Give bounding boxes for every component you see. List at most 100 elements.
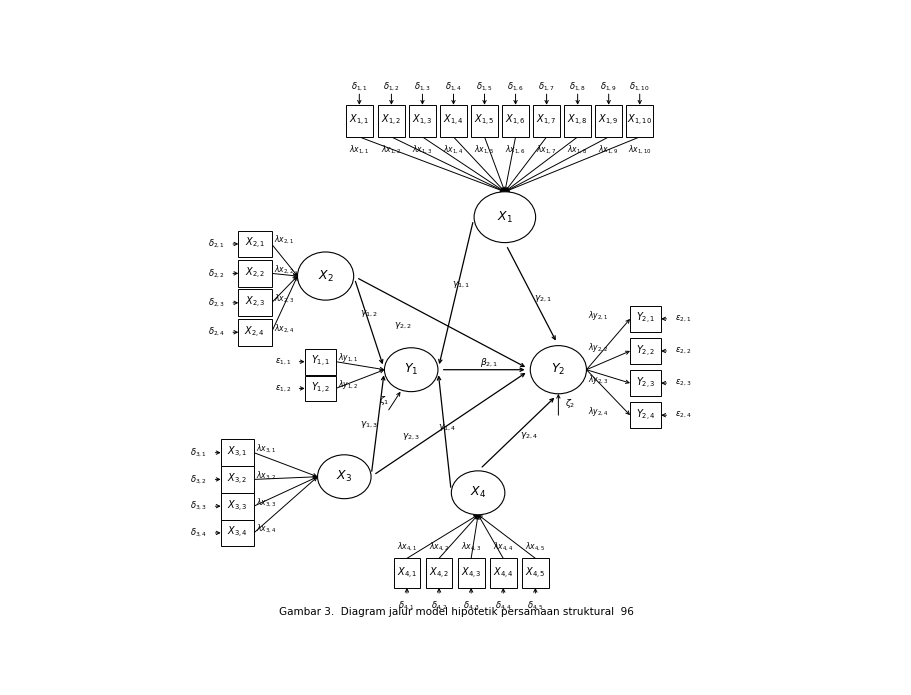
- Text: $Y_{2,2}$: $Y_{2,2}$: [635, 343, 655, 359]
- Text: $X_{4,2}$: $X_{4,2}$: [428, 566, 449, 580]
- Bar: [630, 370, 660, 396]
- Text: $Y_{2,4}$: $Y_{2,4}$: [635, 408, 655, 423]
- Text: $\zeta_2$: $\zeta_2$: [564, 397, 575, 410]
- Bar: [220, 493, 253, 520]
- Bar: [304, 375, 335, 401]
- Ellipse shape: [451, 471, 505, 515]
- Bar: [502, 105, 528, 137]
- Text: $X_3$: $X_3$: [336, 469, 352, 484]
- Text: $\lambda x_{1,8}$: $\lambda x_{1,8}$: [567, 143, 588, 156]
- Text: $X_{4,3}$: $X_{4,3}$: [460, 566, 481, 580]
- Text: $X_{1,8}$: $X_{1,8}$: [567, 113, 588, 129]
- Text: $\gamma_{1,4}$: $\gamma_{1,4}$: [437, 422, 456, 432]
- Text: $X_{2,3}$: $X_{2,3}$: [244, 295, 265, 311]
- Text: $\gamma_{1,1}$: $\gamma_{1,1}$: [452, 279, 470, 290]
- Text: $\lambda x_{2,4}$: $\lambda x_{2,4}$: [273, 322, 294, 334]
- Bar: [425, 558, 452, 588]
- Bar: [630, 402, 660, 428]
- Text: $\delta_{2,3}$: $\delta_{2,3}$: [208, 297, 225, 309]
- Text: $\lambda x_{1,9}$: $\lambda x_{1,9}$: [598, 143, 619, 156]
- Text: $\delta_{1,10}$: $\delta_{1,10}$: [629, 81, 650, 93]
- Text: $Y_1$: $Y_1$: [404, 362, 418, 377]
- Bar: [304, 349, 335, 375]
- Text: $X_2$: $X_2$: [317, 268, 333, 284]
- Text: $X_{1,7}$: $X_{1,7}$: [536, 113, 557, 129]
- Bar: [394, 558, 420, 588]
- Text: $\lambda x_{1,6}$: $\lambda x_{1,6}$: [505, 143, 526, 156]
- Text: $\delta_{4,1}$: $\delta_{4,1}$: [398, 600, 415, 612]
- Text: $\lambda y_{1,1}$: $\lambda y_{1,1}$: [337, 352, 358, 364]
- Bar: [489, 558, 516, 588]
- Ellipse shape: [384, 348, 437, 392]
- Text: $Y_{1,2}$: $Y_{1,2}$: [311, 381, 330, 396]
- Text: $X_{1,3}$: $X_{1,3}$: [412, 113, 433, 129]
- Text: $X_{2,2}$: $X_{2,2}$: [244, 265, 265, 281]
- Text: $X_{3,2}$: $X_{3,2}$: [227, 472, 247, 487]
- Bar: [471, 105, 497, 137]
- Text: $Y_{2,1}$: $Y_{2,1}$: [635, 311, 655, 327]
- Text: $X_{1,1}$: $X_{1,1}$: [349, 113, 369, 129]
- Bar: [440, 105, 466, 137]
- Text: $\varepsilon_{2,2}$: $\varepsilon_{2,2}$: [674, 346, 691, 356]
- Text: $\lambda x_{1,10}$: $\lambda x_{1,10}$: [627, 143, 651, 156]
- Text: $X_{1,4}$: $X_{1,4}$: [443, 113, 464, 129]
- Text: $Y_2$: $Y_2$: [550, 362, 565, 377]
- Text: $\lambda x_{1,7}$: $\lambda x_{1,7}$: [536, 143, 557, 156]
- Text: $X_1$: $X_1$: [496, 210, 512, 224]
- Text: $\varepsilon_{1,2}$: $\varepsilon_{1,2}$: [274, 384, 291, 393]
- Text: $\delta_{3,1}$: $\delta_{3,1}$: [190, 446, 207, 459]
- Text: $\delta_{3,2}$: $\delta_{3,2}$: [190, 473, 207, 486]
- Ellipse shape: [474, 192, 535, 243]
- Text: $\delta_{4,4}$: $\delta_{4,4}$: [494, 600, 511, 612]
- Text: $Y_{1,1}$: $Y_{1,1}$: [310, 354, 330, 369]
- Bar: [220, 520, 253, 546]
- Text: $\delta_{2,4}$: $\delta_{2,4}$: [208, 326, 225, 338]
- Text: $X_{2,4}$: $X_{2,4}$: [244, 325, 265, 340]
- Text: $\delta_{3,4}$: $\delta_{3,4}$: [189, 527, 207, 539]
- Text: $\gamma_{1,3}$: $\gamma_{1,3}$: [360, 419, 378, 430]
- Text: $\gamma_{2,2}$: $\gamma_{2,2}$: [394, 320, 411, 331]
- Text: $X_{3,3}$: $X_{3,3}$: [227, 498, 248, 514]
- Text: $\varepsilon_{2,1}$: $\varepsilon_{2,1}$: [674, 313, 691, 324]
- Text: $Y_{2,3}$: $Y_{2,3}$: [635, 375, 655, 391]
- Text: $\lambda x_{4,1}$: $\lambda x_{4,1}$: [396, 541, 416, 553]
- Text: $\lambda y_{2,2}$: $\lambda y_{2,2}$: [588, 341, 608, 354]
- Text: $\lambda x_{2,2}$: $\lambda x_{2,2}$: [273, 263, 293, 276]
- Text: $\gamma_{2,4}$: $\gamma_{2,4}$: [519, 430, 537, 441]
- Text: $X_{4,1}$: $X_{4,1}$: [396, 566, 416, 580]
- Text: $\delta_{1,9}$: $\delta_{1,9}$: [599, 81, 617, 93]
- Text: $\lambda x_{1,2}$: $\lambda x_{1,2}$: [381, 143, 401, 156]
- Text: $\beta_{2,1}$: $\beta_{2,1}$: [480, 357, 498, 370]
- Bar: [378, 105, 404, 137]
- Bar: [238, 319, 271, 345]
- Text: $\delta_{1,3}$: $\delta_{1,3}$: [414, 81, 431, 93]
- Text: $X_{1,2}$: $X_{1,2}$: [381, 113, 401, 129]
- Text: $\zeta_1$: $\zeta_1$: [379, 394, 389, 407]
- Text: $\varepsilon_{1,1}$: $\varepsilon_{1,1}$: [274, 357, 291, 367]
- Text: $X_{1,5}$: $X_{1,5}$: [474, 113, 495, 129]
- Bar: [220, 439, 253, 466]
- Text: $\delta_{4,3}$: $\delta_{4,3}$: [462, 600, 479, 612]
- Bar: [626, 105, 652, 137]
- Bar: [220, 466, 253, 493]
- Bar: [238, 289, 271, 316]
- Text: $X_{3,1}$: $X_{3,1}$: [227, 445, 247, 460]
- Text: $\lambda y_{2,1}$: $\lambda y_{2,1}$: [588, 309, 608, 322]
- Bar: [533, 105, 559, 137]
- Text: $\lambda x_{3,3}$: $\lambda x_{3,3}$: [256, 496, 276, 509]
- Text: $\lambda x_{4,5}$: $\lambda x_{4,5}$: [525, 541, 545, 553]
- Text: $\gamma_{1,2}$: $\gamma_{1,2}$: [360, 308, 378, 318]
- Text: $X_{3,4}$: $X_{3,4}$: [227, 525, 248, 541]
- Text: $\delta_{1,8}$: $\delta_{1,8}$: [568, 81, 586, 93]
- Text: $\gamma_{2,3}$: $\gamma_{2,3}$: [402, 431, 420, 441]
- Bar: [457, 558, 484, 588]
- Text: $\lambda x_{4,3}$: $\lambda x_{4,3}$: [460, 541, 481, 553]
- Text: $\lambda y_{1,2}$: $\lambda y_{1,2}$: [337, 378, 358, 391]
- Text: $X_{1,9}$: $X_{1,9}$: [598, 113, 619, 129]
- Ellipse shape: [297, 252, 353, 300]
- Text: $\lambda x_{4,2}$: $\lambda x_{4,2}$: [428, 541, 449, 553]
- Bar: [409, 105, 435, 137]
- Text: $X_{4,5}$: $X_{4,5}$: [525, 566, 545, 580]
- Text: $\lambda y_{2,4}$: $\lambda y_{2,4}$: [588, 405, 608, 418]
- Text: $\delta_{2,2}$: $\delta_{2,2}$: [208, 268, 225, 279]
